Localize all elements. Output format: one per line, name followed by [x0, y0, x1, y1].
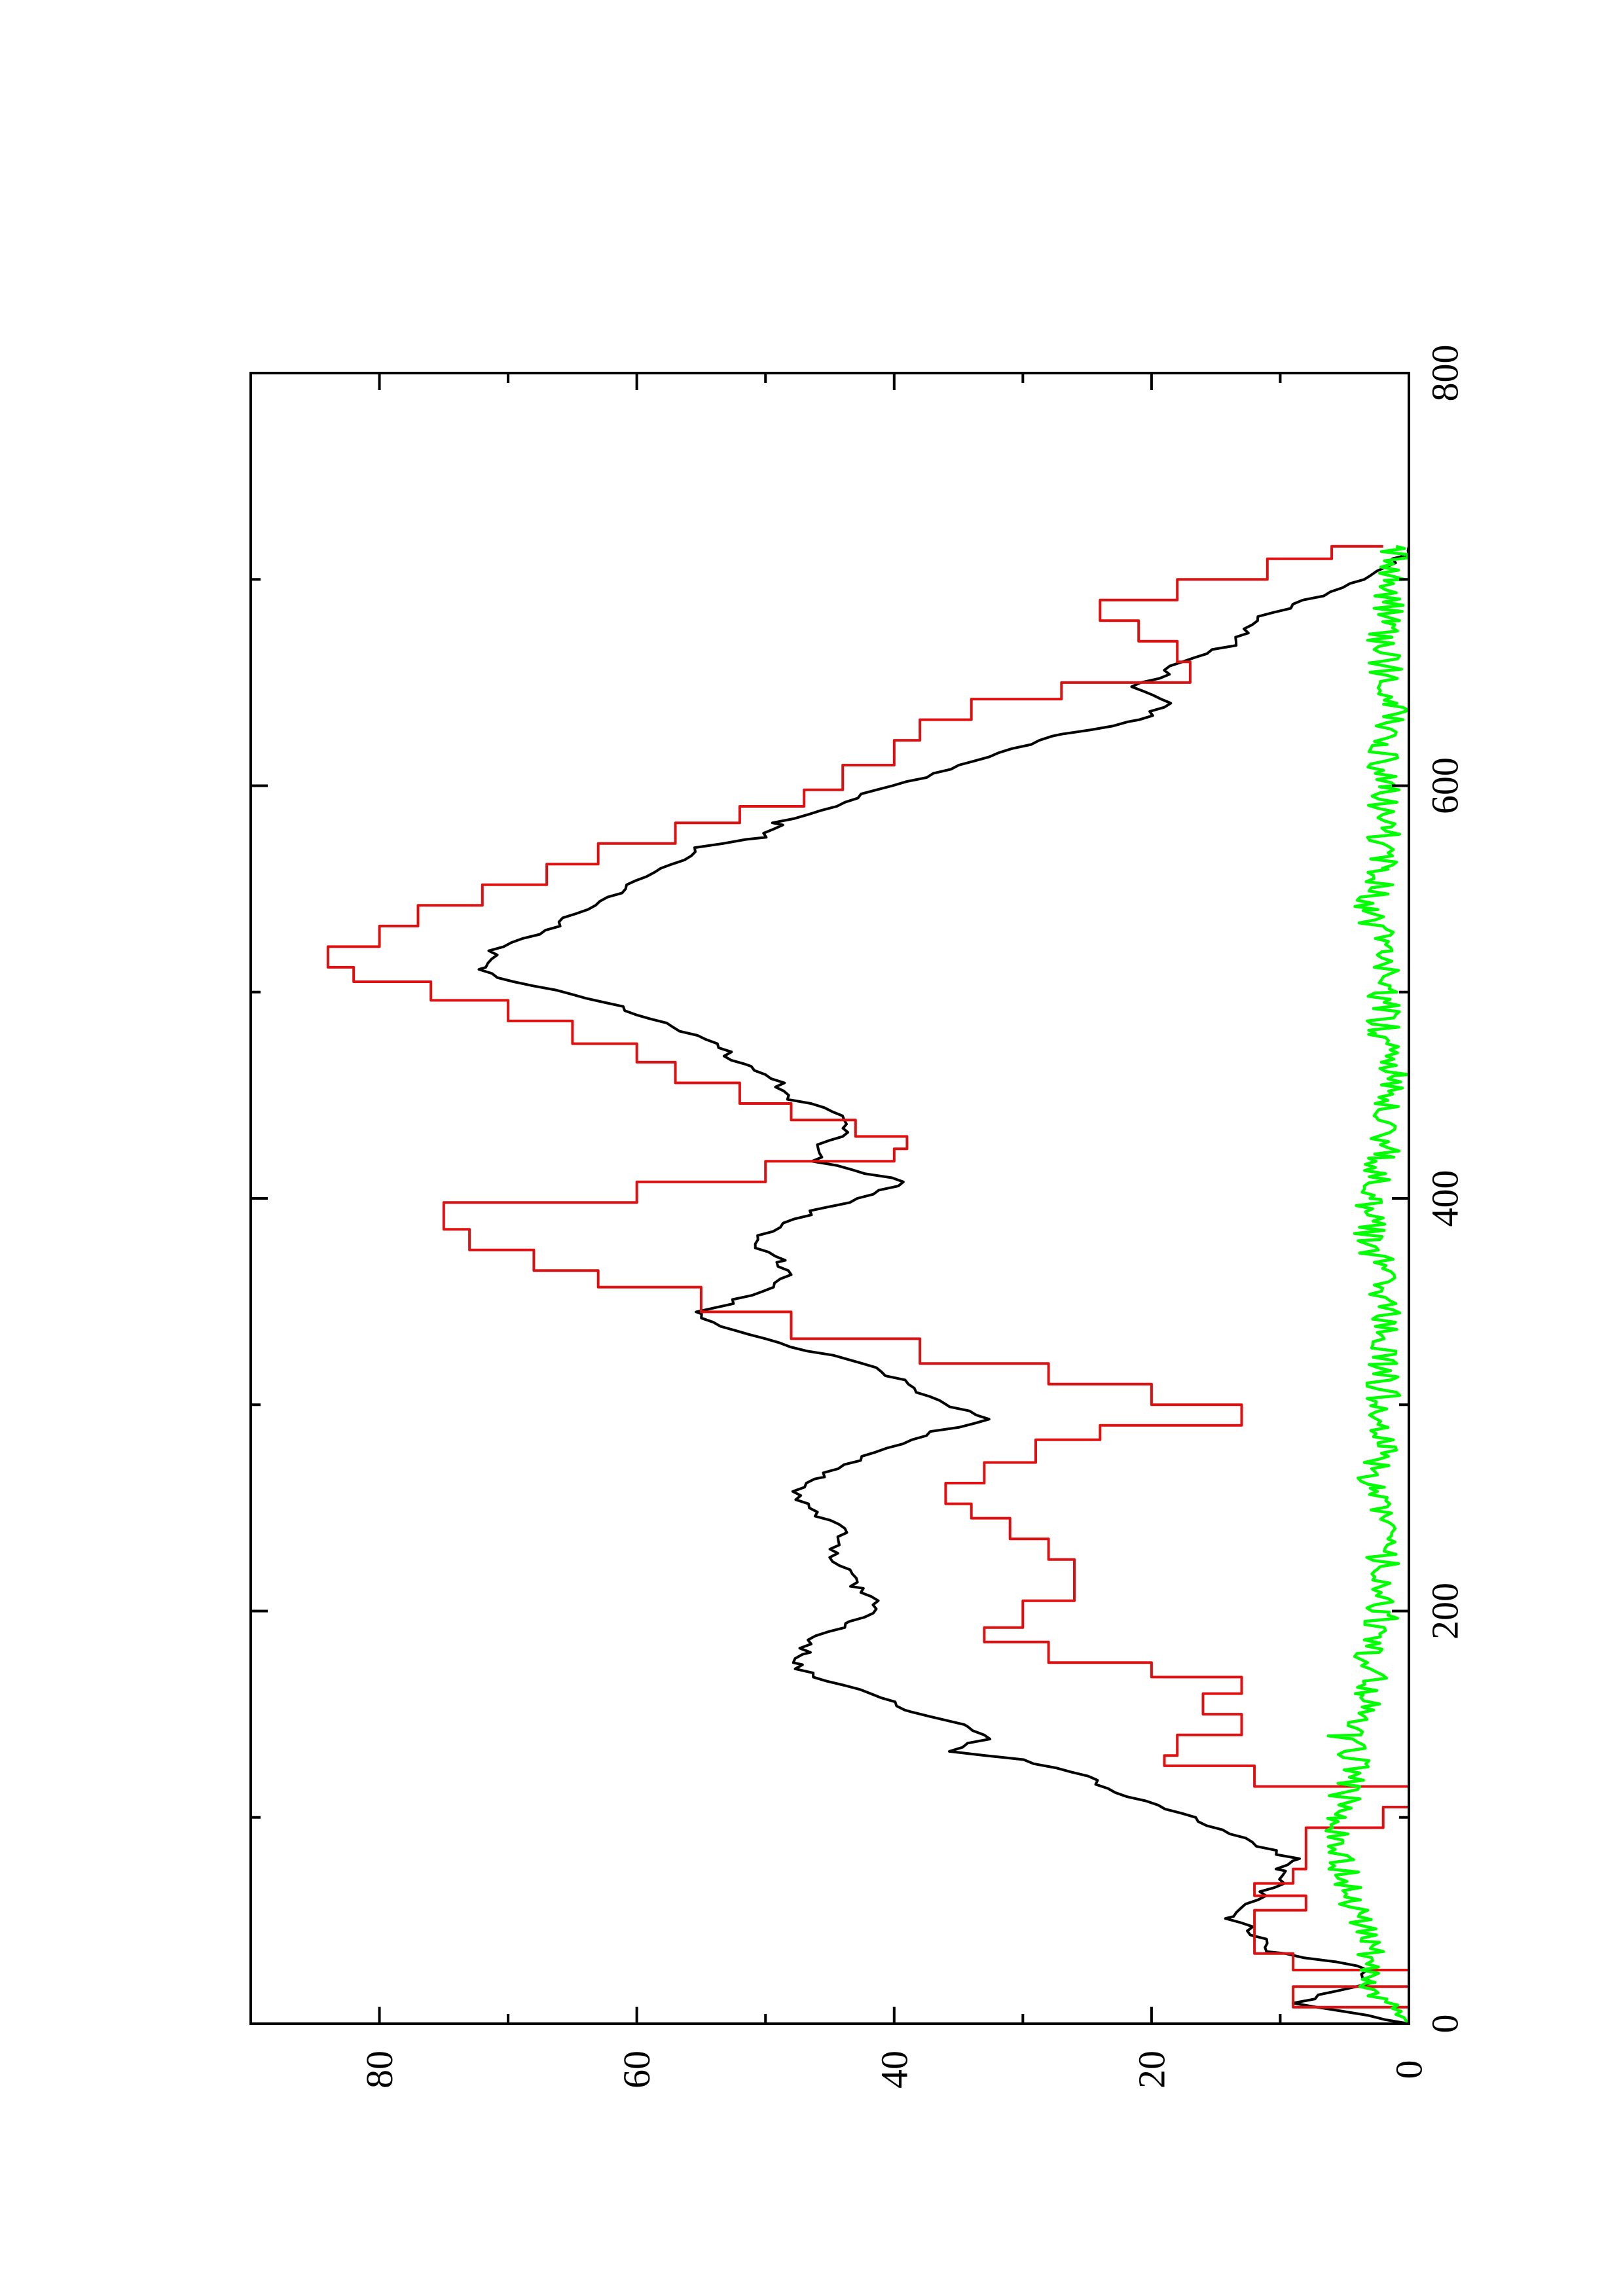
label-layer: 0 200 400 600 800 0 20 40 60 80 — [358, 345, 1466, 2089]
series-line-3 — [1324, 545, 1410, 2025]
series-layer — [326, 545, 1410, 2025]
y-tick-label: 40 — [873, 2051, 915, 2089]
y-tick-label: 20 — [1130, 2051, 1173, 2089]
x-tick-label: 0 — [1424, 2015, 1467, 2034]
x-tick-label: 800 — [1424, 345, 1467, 402]
x-tick-label: 600 — [1424, 757, 1467, 814]
series-line-1 — [477, 546, 1410, 2025]
x-tick-label: 400 — [1424, 1170, 1467, 1227]
plot-frame — [249, 372, 1410, 2025]
y-tick-label: 60 — [615, 2051, 658, 2089]
x-tick-label: 200 — [1424, 1583, 1467, 1640]
y-tick-label: 0 — [1388, 2060, 1431, 2079]
series-line-2 — [326, 545, 1410, 2024]
y-tick-label: 80 — [358, 2051, 401, 2089]
